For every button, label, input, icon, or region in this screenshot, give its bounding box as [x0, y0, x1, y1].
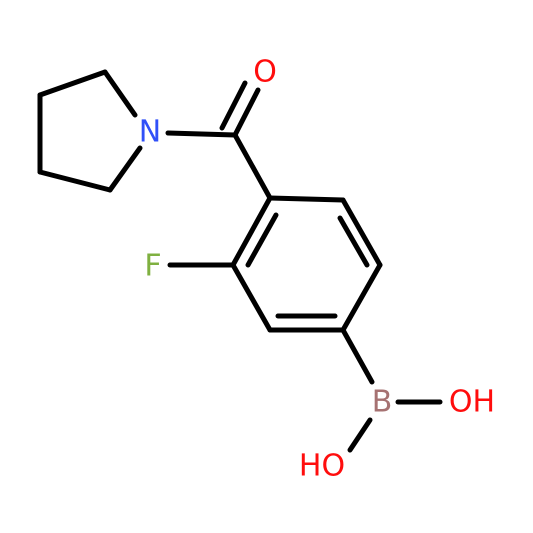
atom-label: N [139, 115, 161, 150]
bond [230, 195, 273, 268]
bond [337, 215, 370, 268]
bond [340, 262, 383, 333]
bond [267, 195, 346, 203]
bond [219, 80, 248, 131]
bond [232, 132, 273, 201]
bond [165, 130, 238, 138]
bond [102, 69, 138, 118]
atom-label: B [372, 385, 393, 420]
bond [245, 212, 279, 268]
bond [232, 87, 261, 138]
atom-label: HO [299, 449, 345, 484]
bond [107, 145, 143, 193]
atom-label: F [144, 249, 161, 284]
bond [340, 327, 375, 385]
bond [340, 197, 383, 268]
bond [230, 262, 273, 333]
bonds [37, 69, 443, 453]
bond [37, 169, 113, 193]
bond [347, 417, 373, 453]
atom-label: OH [449, 385, 495, 420]
bond [37, 69, 108, 98]
atom-label: O [253, 55, 277, 90]
